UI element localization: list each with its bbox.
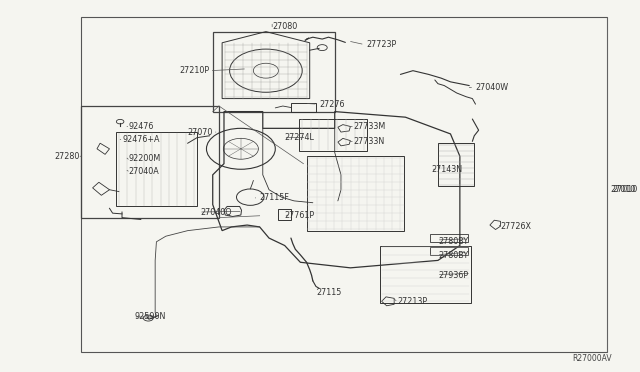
- Text: 27143N: 27143N: [432, 165, 463, 174]
- Text: 27010: 27010: [610, 185, 636, 194]
- Bar: [116, 132, 197, 206]
- Bar: [299, 119, 367, 151]
- Text: 27761P: 27761P: [285, 211, 315, 220]
- Text: 27040W: 27040W: [476, 83, 509, 92]
- Bar: [438, 143, 474, 186]
- Bar: [380, 246, 471, 303]
- Text: 27070: 27070: [188, 128, 212, 137]
- Text: 27115: 27115: [316, 288, 341, 296]
- Bar: [431, 247, 468, 255]
- Text: 92476+A: 92476+A: [122, 135, 159, 144]
- Text: 27936P: 27936P: [438, 271, 468, 280]
- Text: 92590N: 92590N: [134, 312, 166, 321]
- Text: 27733M: 27733M: [353, 122, 386, 131]
- Text: 27210P: 27210P: [179, 66, 209, 75]
- Text: 27276: 27276: [319, 100, 344, 109]
- Text: 27115F: 27115F: [260, 193, 289, 202]
- Text: 92200M: 92200M: [128, 154, 161, 163]
- Text: 27723P: 27723P: [366, 40, 396, 49]
- Text: 27213P: 27213P: [397, 297, 428, 306]
- Bar: [81, 106, 219, 218]
- Bar: [307, 156, 404, 231]
- Text: 27726X: 27726X: [500, 222, 532, 231]
- Text: 27274L: 27274L: [285, 133, 314, 142]
- Text: 27280: 27280: [54, 152, 80, 161]
- Text: 27733N: 27733N: [353, 137, 385, 146]
- Text: 27080: 27080: [272, 22, 298, 31]
- Bar: [212, 32, 335, 112]
- Bar: [81, 17, 607, 352]
- Bar: [278, 209, 291, 220]
- Bar: [431, 234, 468, 242]
- Text: R27000AV: R27000AV: [572, 354, 612, 363]
- Text: 2780BY: 2780BY: [438, 251, 468, 260]
- Text: 92476: 92476: [128, 122, 154, 131]
- Text: 2780BY: 2780BY: [438, 237, 468, 246]
- Text: 27010: 27010: [612, 185, 637, 194]
- Text: 27040A: 27040A: [128, 167, 159, 176]
- Bar: [291, 103, 316, 112]
- Text: 27040Q: 27040Q: [200, 208, 232, 217]
